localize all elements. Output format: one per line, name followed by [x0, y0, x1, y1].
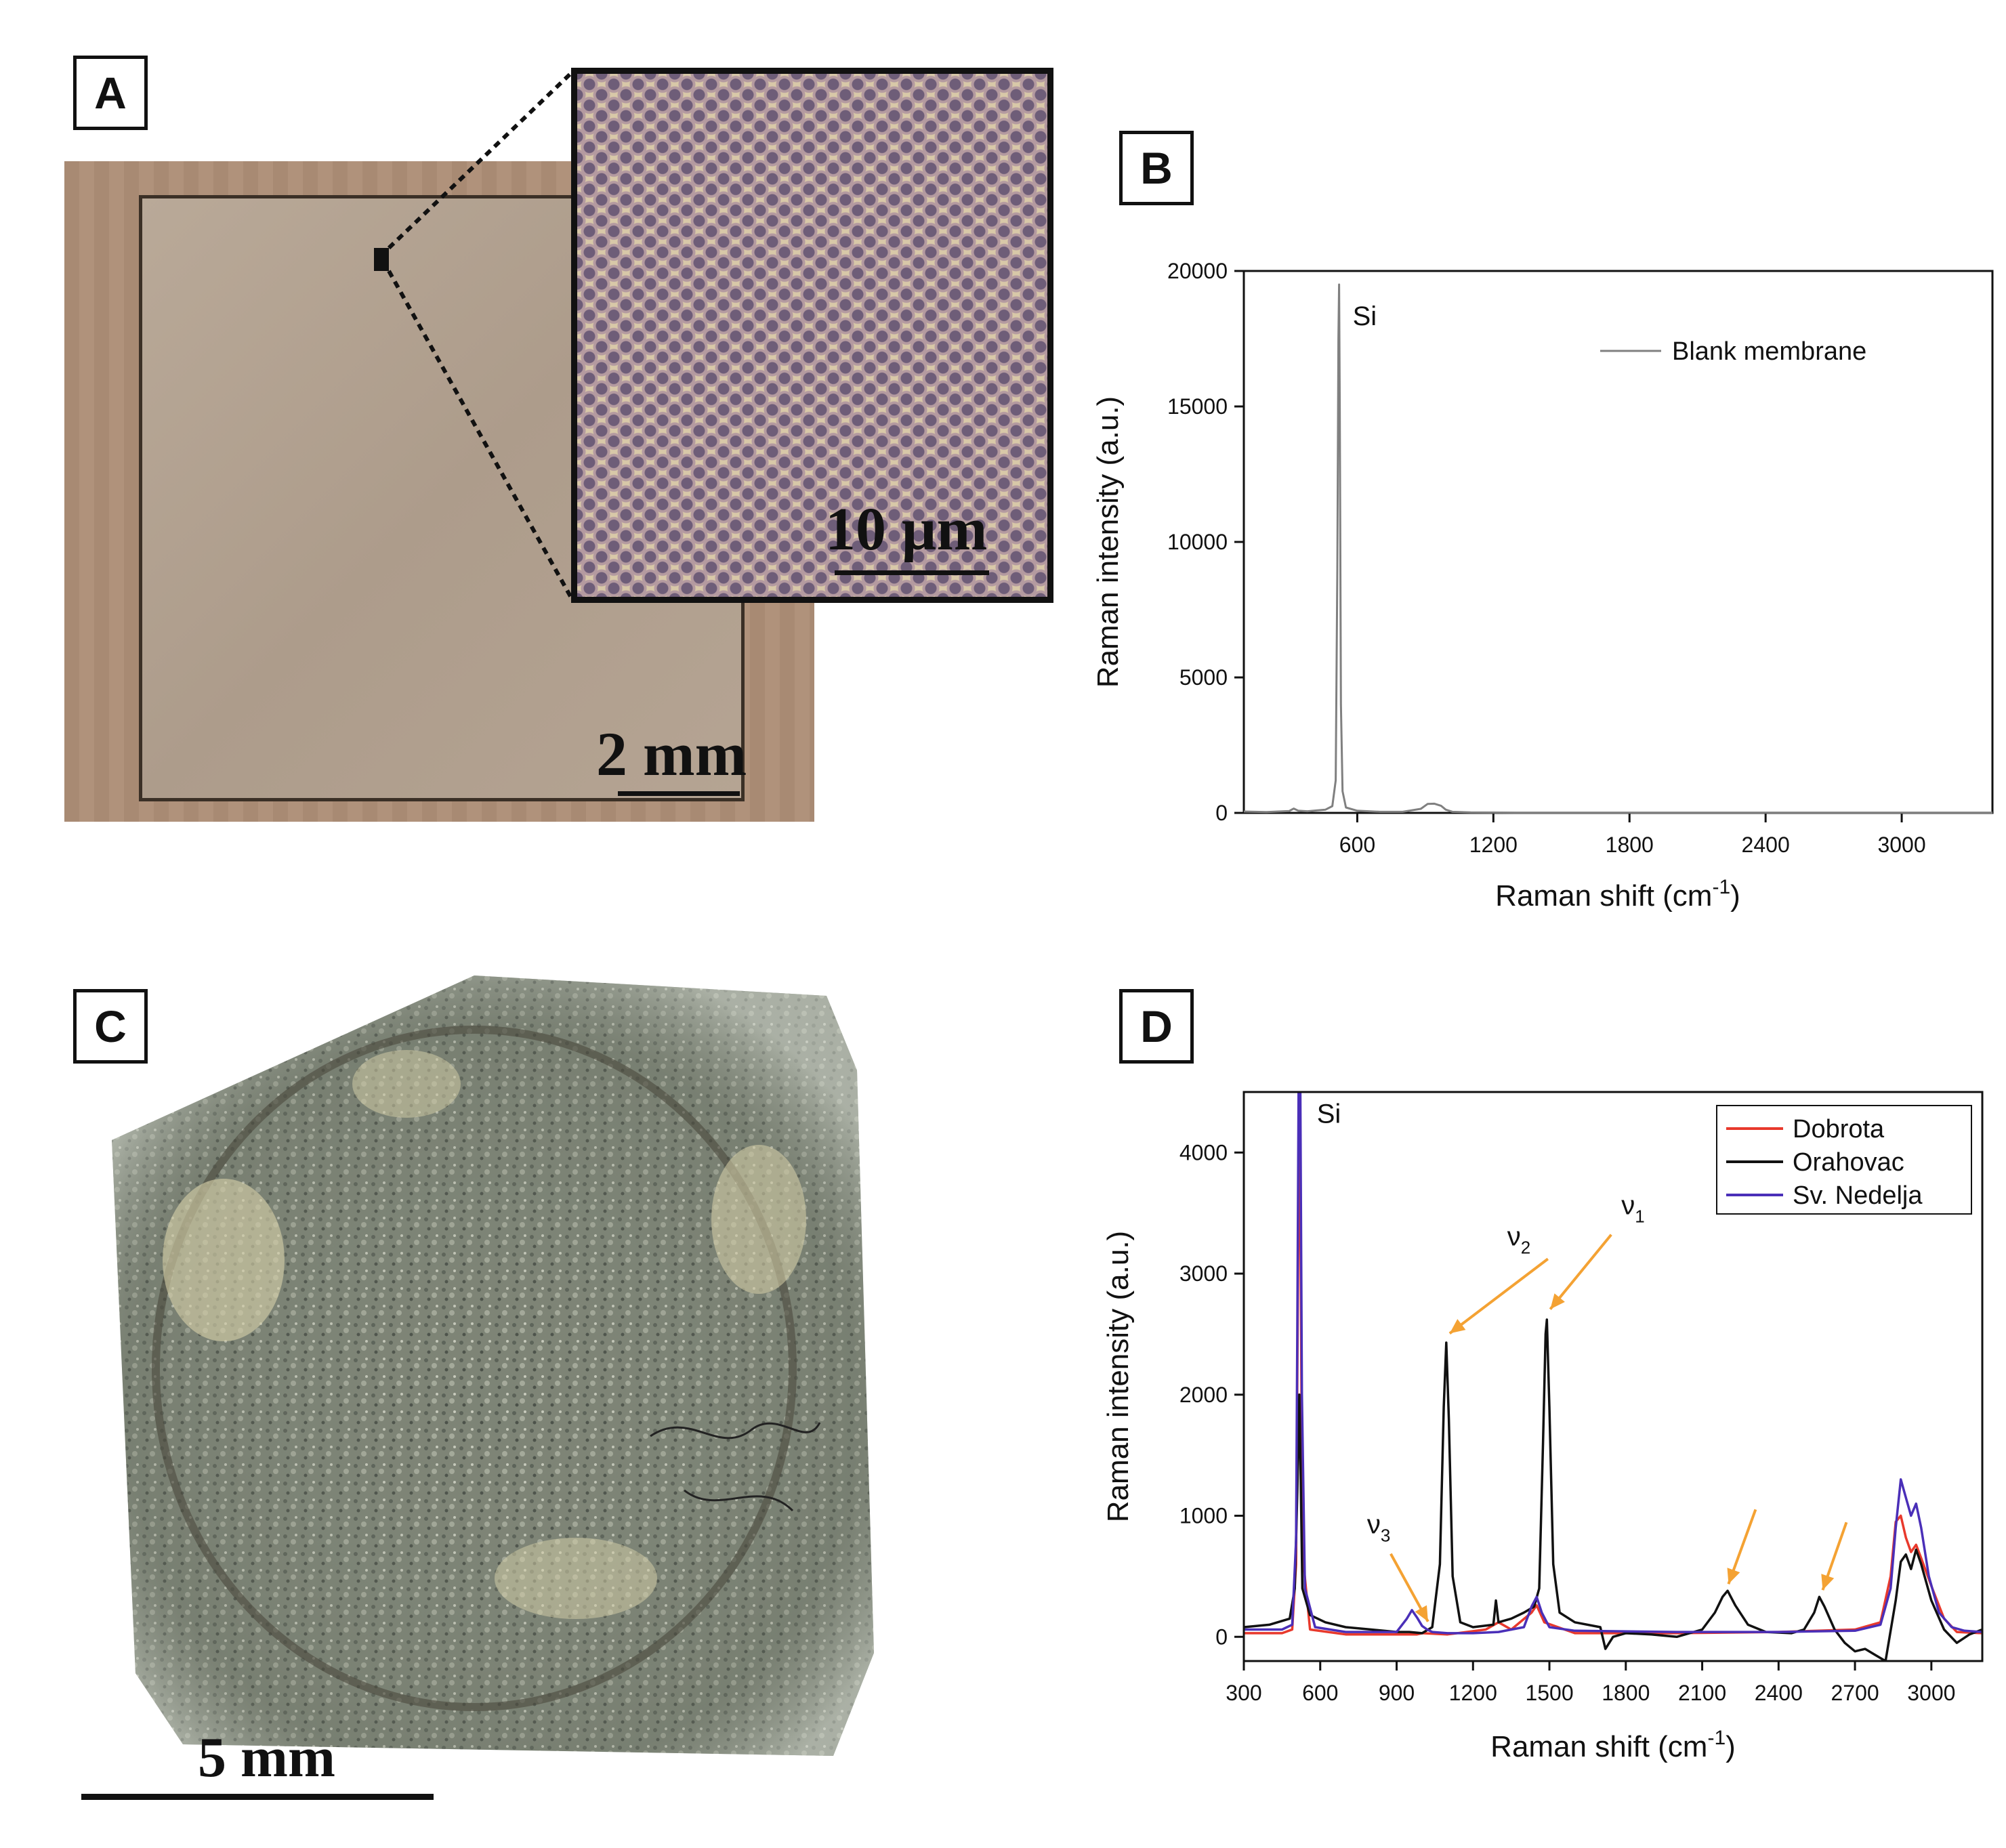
- chart-d-plot-area: [1242, 1091, 1984, 1662]
- chart-b-annotation-si: Si: [1353, 301, 1377, 331]
- b-xtick-label: 3000: [1877, 833, 1925, 857]
- d-xtick-label: 600: [1302, 1681, 1338, 1705]
- chart-d-annotation-label: ν3: [1367, 1510, 1390, 1546]
- d-xtick-label: 2700: [1831, 1681, 1879, 1705]
- membrane-pore-inset: [571, 68, 1053, 603]
- b-xtick-label: 600: [1339, 833, 1375, 857]
- chart-b-legend-label: Blank membrane: [1672, 337, 1866, 366]
- panel-label-b: B: [1119, 131, 1194, 205]
- chart-d-xlabel: Raman shift (cm-1): [1490, 1727, 1736, 1763]
- chart-d-ylabel: Raman intensity (a.u.): [1102, 1231, 1135, 1522]
- b-ytick-label: 15000: [1167, 394, 1228, 419]
- scale-bar-label-a: 2 mm: [596, 719, 747, 789]
- chart-d-annotation-label: Si: [1317, 1099, 1341, 1129]
- b-xtick-label: 1800: [1606, 833, 1654, 857]
- d-xtick-label: 1200: [1449, 1681, 1497, 1705]
- d-series-orahovac: [1244, 1318, 1982, 1661]
- chart-d-arrow-head: [1727, 1568, 1740, 1584]
- d-ytick-label: 3000: [1179, 1261, 1228, 1286]
- chart-d-legend-label: Dobrota: [1793, 1115, 1885, 1143]
- d-ytick-label: 4000: [1179, 1140, 1228, 1164]
- scale-bar-c: [81, 1794, 434, 1800]
- scale-bar-a: [618, 791, 740, 796]
- b-ytick-label: 5000: [1179, 665, 1228, 690]
- d-xtick-label: 3000: [1907, 1681, 1955, 1705]
- inset-location-marker: [374, 248, 389, 271]
- b-xtick-label: 2400: [1742, 833, 1790, 857]
- d-xtick-label: 900: [1379, 1681, 1415, 1705]
- scale-bar-label-c: 5 mm: [198, 1726, 335, 1789]
- b-ytick-label: 10000: [1167, 530, 1228, 554]
- chart-d-annotation-label: ν1: [1621, 1191, 1644, 1227]
- chart-d-arrow: [1448, 1257, 1549, 1335]
- b-ytick-label: 20000: [1167, 259, 1228, 283]
- chart-d-arrow-head: [1449, 1319, 1466, 1334]
- chart-d-legend-label: Orahovac: [1793, 1148, 1904, 1177]
- chart-d-arrow-head: [1550, 1293, 1565, 1309]
- chart-d-annotation-label: ν2: [1507, 1221, 1530, 1257]
- d-xtick-label: 2100: [1678, 1681, 1726, 1705]
- chart-d-arrow-head: [1821, 1574, 1835, 1591]
- chart-d-arrow-head: [1415, 1605, 1428, 1622]
- d-ytick-label: 2000: [1179, 1383, 1228, 1407]
- inset-scale-bar-label: 10 µm: [825, 496, 988, 563]
- b-series-blank-membrane: [1243, 283, 1992, 814]
- chart-b-xlabel: Raman shift (cm-1): [1495, 876, 1740, 912]
- d-xtick-label: 300: [1226, 1681, 1261, 1705]
- chart-d-legend-label: Sv. Nedelja: [1793, 1181, 1923, 1210]
- inset-scale-bar: [835, 570, 989, 575]
- panel-label-a: A: [73, 56, 148, 130]
- d-ytick-label: 0: [1215, 1624, 1228, 1649]
- d-xtick-label: 1500: [1525, 1681, 1573, 1705]
- panel-label-d: D: [1119, 989, 1194, 1064]
- chart-b-ylabel: Raman intensity (a.u.): [1091, 396, 1125, 688]
- chart-d-arrow: [1549, 1234, 1612, 1310]
- d-series-sv-nedelja: [1244, 1092, 1982, 1635]
- d-xtick-label: 1800: [1602, 1681, 1650, 1705]
- b-xtick-label: 1200: [1469, 833, 1518, 857]
- b-ytick-label: 0: [1215, 801, 1228, 825]
- d-xtick-label: 2400: [1755, 1681, 1803, 1705]
- d-ytick-label: 1000: [1179, 1504, 1228, 1528]
